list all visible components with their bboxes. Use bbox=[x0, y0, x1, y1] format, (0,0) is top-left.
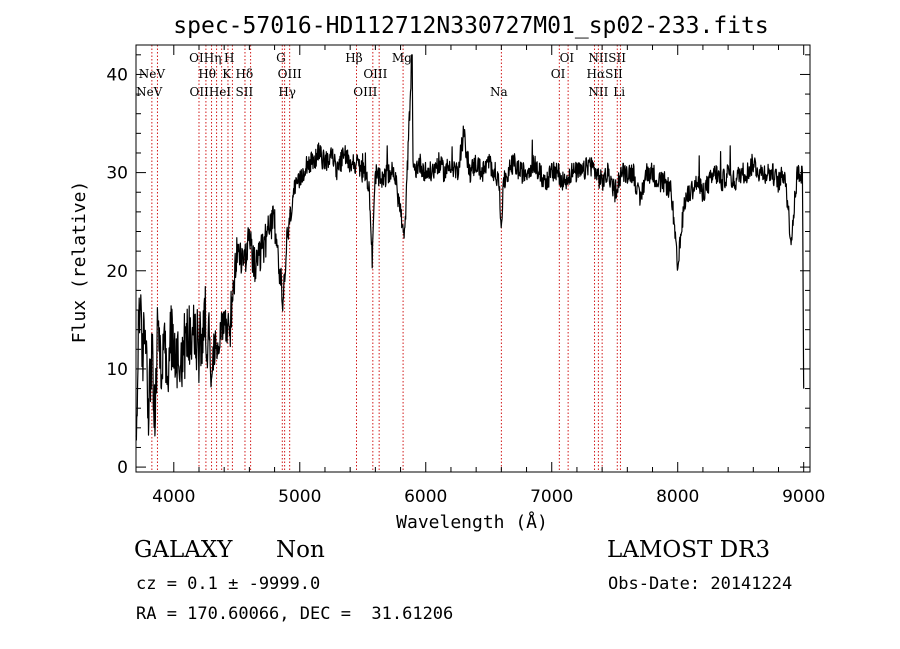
y-tick-label: 30 bbox=[106, 164, 128, 184]
obs-date: Obs-Date: 20141224 bbox=[608, 574, 793, 594]
line-label-11: Hγ bbox=[278, 85, 296, 99]
object-subclass: Non bbox=[276, 537, 325, 563]
line-label-8: SII bbox=[235, 85, 253, 99]
line-label-18: OI bbox=[551, 67, 566, 81]
x-tick-label: 9000 bbox=[782, 487, 825, 507]
line-label-5: K bbox=[222, 67, 232, 81]
line-label-2: OIHη bbox=[189, 51, 221, 65]
x-axis: 4000 5000 6000 7000 8000 9000 bbox=[152, 45, 825, 507]
line-label-9: G bbox=[276, 51, 286, 65]
line-label-10: OIII bbox=[278, 67, 302, 81]
line-label-12: Hβ bbox=[345, 51, 362, 65]
line-label-20: HαSII bbox=[587, 67, 624, 81]
y-tick-label: 20 bbox=[106, 262, 128, 282]
line-label-22: Li bbox=[613, 85, 625, 99]
line-label-17: OI bbox=[560, 51, 575, 65]
x-tick-label: 6000 bbox=[404, 487, 447, 507]
survey-name: LAMOST DR3 bbox=[607, 537, 771, 563]
x-tick-label: 4000 bbox=[152, 487, 195, 507]
object-class: GALAXY bbox=[134, 537, 233, 563]
line-label-6: Hδ bbox=[235, 67, 253, 81]
line-label-16: Na bbox=[490, 85, 508, 99]
y-tick-label: 40 bbox=[106, 65, 128, 85]
x-tick-label: 5000 bbox=[278, 487, 321, 507]
line-label-13: OIII bbox=[363, 67, 387, 81]
line-label-4: Hθ bbox=[198, 67, 216, 81]
spectrum-line bbox=[135, 54, 805, 441]
line-label-1: NeV bbox=[136, 85, 163, 99]
x-tick-label: 7000 bbox=[530, 487, 573, 507]
line-label-14: OIII bbox=[353, 85, 377, 99]
line-label-21: NII bbox=[588, 85, 608, 99]
line-label-0: NeV bbox=[139, 67, 166, 81]
line-label-7: OIIHeI bbox=[190, 85, 232, 99]
y-tick-label: 0 bbox=[117, 458, 128, 478]
emission-line-markers bbox=[151, 45, 621, 472]
line-label-3: H bbox=[224, 51, 234, 65]
x-tick-label: 8000 bbox=[656, 487, 699, 507]
y-axis-label: Flux (relative) bbox=[69, 181, 90, 344]
coordinates: RA = 170.60066, DEC = 31.61206 bbox=[136, 604, 454, 624]
x-axis-label: Wavelength (Å) bbox=[396, 511, 548, 533]
y-axis: 0 10 20 30 40 bbox=[106, 54, 810, 478]
redshift-readout: cz = 0.1 ± -9999.0 bbox=[136, 574, 321, 594]
y-tick-label: 10 bbox=[106, 360, 128, 380]
line-label-19: NIISII bbox=[588, 51, 626, 65]
line-label-15: Mg bbox=[392, 51, 412, 65]
plot-frame bbox=[135, 44, 811, 473]
chart-title: spec-57016-HD112712N330727M01_sp02-233.f… bbox=[173, 13, 768, 39]
